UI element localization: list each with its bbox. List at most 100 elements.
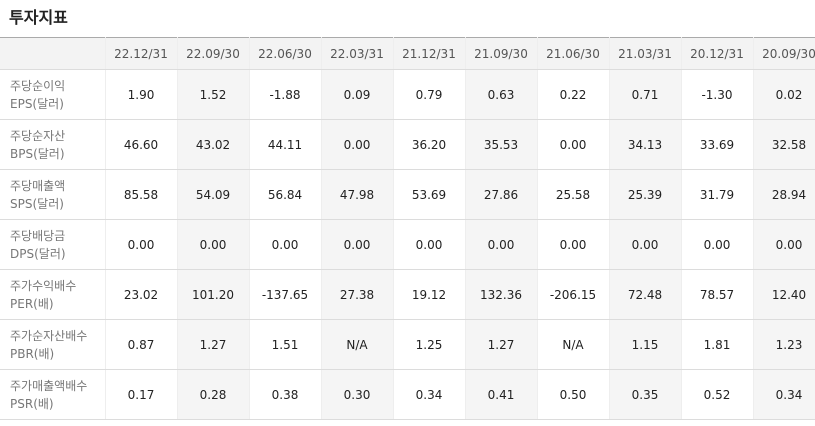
value-cell: 0.09 — [321, 69, 394, 120]
value-cell: 0.00 — [609, 219, 682, 270]
value-cell: 31.79 — [681, 169, 754, 220]
value-cell: 0.52 — [681, 369, 754, 420]
row-label-line: BPS(달러) — [10, 146, 65, 161]
value-cell: 0.00 — [393, 219, 466, 270]
column-header: 21.09/30 — [465, 37, 538, 70]
value-cell: 0.00 — [681, 219, 754, 270]
indicator-table: 22.12/31 22.09/30 22.06/30 22.03/31 21.12/31… — [0, 37, 815, 420]
row-label-line: PER(배) — [10, 296, 54, 311]
value-cell: 34.13 — [609, 119, 682, 170]
value-cell: 0.22 — [537, 69, 610, 120]
value-cell: -137.65 — [249, 269, 322, 320]
value-cell: 1.27 — [465, 319, 538, 370]
row-label: 주가매출액배수 PSR(배) — [0, 369, 106, 420]
value-cell: 12.40 — [753, 269, 815, 320]
value-cell: 36.20 — [393, 119, 466, 170]
data-row: 주가순자산배수 PBR(배) 0.87 1.27 1.51 N/A 1.25 1.27 N/A 1… — [0, 319, 815, 370]
column-header: 20.12/31 — [681, 37, 754, 70]
value-cell: 101.20 — [177, 269, 250, 320]
column-header: 20.09/30 — [753, 37, 815, 70]
data-row: 주당순자산 BPS(달러) 46.60 43.02 44.11 0.00 36.20 35.5… — [0, 119, 815, 170]
value-cell: 1.90 — [105, 69, 178, 120]
value-cell: 0.00 — [321, 219, 394, 270]
column-header: 22.06/30 — [249, 37, 322, 70]
value-cell: 1.27 — [177, 319, 250, 370]
value-cell: 0.00 — [321, 119, 394, 170]
value-cell: 25.39 — [609, 169, 682, 220]
data-row: 주당배당금 DPS(달러) 0.00 0.00 0.00 0.00 0.00 0.00 0.00… — [0, 219, 815, 270]
value-cell: 132.36 — [465, 269, 538, 320]
data-row: 주당순이익 EPS(달러) 1.90 1.52 -1.88 0.09 0.79 0.63 0.2… — [0, 69, 815, 120]
value-cell: 43.02 — [177, 119, 250, 170]
value-cell: 0.00 — [249, 219, 322, 270]
row-label-line: 주당배당금 — [10, 228, 66, 243]
value-cell: 0.17 — [105, 369, 178, 420]
value-cell: 0.00 — [753, 219, 815, 270]
value-cell: 0.50 — [537, 369, 610, 420]
value-cell: 1.81 — [681, 319, 754, 370]
value-cell: 0.00 — [537, 219, 610, 270]
row-label-line: 주가순자산배수 — [10, 328, 88, 343]
row-label: 주당순이익 EPS(달러) — [0, 69, 106, 120]
row-label-line: 주당매출액 — [10, 178, 66, 193]
value-cell: 54.09 — [177, 169, 250, 220]
header-row: 22.12/31 22.09/30 22.06/30 22.03/31 21.12/31… — [0, 37, 815, 70]
value-cell: N/A — [321, 319, 394, 370]
value-cell: 0.71 — [609, 69, 682, 120]
row-label-line: EPS(달러) — [10, 96, 64, 111]
value-cell: 78.57 — [681, 269, 754, 320]
row-label-line: PSR(배) — [10, 396, 54, 411]
row-label-line: SPS(달러) — [10, 196, 64, 211]
value-cell: 1.15 — [609, 319, 682, 370]
value-cell: 35.53 — [465, 119, 538, 170]
value-cell: 0.63 — [465, 69, 538, 120]
table-wrap: 22.12/31 22.09/30 22.06/30 22.03/31 21.12/31… — [0, 37, 815, 426]
value-cell: 47.98 — [321, 169, 394, 220]
column-header: 22.03/31 — [321, 37, 394, 70]
value-cell: 27.86 — [465, 169, 538, 220]
value-cell: 0.02 — [753, 69, 815, 120]
value-cell: 0.35 — [609, 369, 682, 420]
section-title: 투자지표 — [9, 8, 68, 27]
value-cell: 1.25 — [393, 319, 466, 370]
row-label-line: 주가매출액배수 — [10, 378, 88, 393]
value-cell: 1.51 — [249, 319, 322, 370]
row-label: 주당순자산 BPS(달러) — [0, 119, 106, 170]
value-cell: 44.11 — [249, 119, 322, 170]
value-cell: 46.60 — [105, 119, 178, 170]
row-label: 주당매출액 SPS(달러) — [0, 169, 106, 220]
row-label: 주가순자산배수 PBR(배) — [0, 319, 106, 370]
value-cell: 28.94 — [753, 169, 815, 220]
value-cell: 0.34 — [753, 369, 815, 420]
value-cell: 0.79 — [393, 69, 466, 120]
value-cell: N/A — [537, 319, 610, 370]
value-cell: 27.38 — [321, 269, 394, 320]
value-cell: 0.00 — [537, 119, 610, 170]
value-cell: 53.69 — [393, 169, 466, 220]
value-cell: -1.30 — [681, 69, 754, 120]
value-cell: 1.23 — [753, 319, 815, 370]
row-label-line: 주당순이익 — [10, 78, 66, 93]
value-cell: 0.87 — [105, 319, 178, 370]
value-cell: 32.58 — [753, 119, 815, 170]
value-cell: 19.12 — [393, 269, 466, 320]
value-cell: -206.15 — [537, 269, 610, 320]
value-cell: -1.88 — [249, 69, 322, 120]
column-header: 21.06/30 — [537, 37, 610, 70]
column-header: 22.12/31 — [105, 37, 178, 70]
row-label-line: PBR(배) — [10, 346, 55, 361]
value-cell: 25.58 — [537, 169, 610, 220]
value-cell: 23.02 — [105, 269, 178, 320]
value-cell: 85.58 — [105, 169, 178, 220]
data-row: 주가수익배수 PER(배) 23.02 101.20 -137.65 27.38 19.12… — [0, 269, 815, 320]
value-cell: 0.30 — [321, 369, 394, 420]
row-label-line: 주가수익배수 — [10, 278, 77, 293]
row-label-line: 주당순자산 — [10, 128, 66, 143]
value-cell: 0.00 — [465, 219, 538, 270]
value-cell: 0.28 — [177, 369, 250, 420]
value-cell: 0.00 — [177, 219, 250, 270]
data-row: 주가매출액배수 PSR(배) 0.17 0.28 0.38 0.30 0.34 0.41 0.5… — [0, 369, 815, 420]
value-cell: 33.69 — [681, 119, 754, 170]
column-header: 22.09/30 — [177, 37, 250, 70]
data-row: 주당매출액 SPS(달러) 85.58 54.09 56.84 47.98 53.69 27.… — [0, 169, 815, 220]
